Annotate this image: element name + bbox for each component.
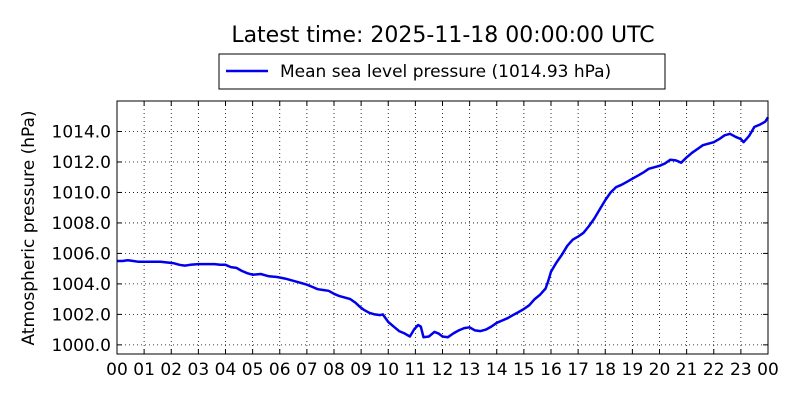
y-tick-label: 1004.0: [52, 275, 111, 295]
y-tick-label: 1012.0: [52, 153, 111, 173]
x-tick-label: 05: [242, 360, 264, 380]
plot-frame: [116, 100, 769, 355]
x-tick-label: 10: [377, 360, 399, 380]
x-tick-label: 00: [757, 360, 779, 380]
y-tick-label: 1006.0: [52, 244, 111, 264]
y-tick-label: 1008.0: [52, 214, 111, 234]
x-tick-label: 08: [323, 360, 345, 380]
x-tick-label: 11: [405, 360, 427, 380]
x-tick-label: 00: [106, 360, 128, 380]
x-tick-label: 02: [160, 360, 182, 380]
x-tick-label: 14: [486, 360, 508, 380]
y-axis-label: Atmospheric pressure (hPa): [19, 110, 39, 345]
grid: [116, 101, 769, 354]
x-tick-label: 21: [676, 360, 698, 380]
y-tick-label: 1000.0: [52, 336, 111, 356]
x-tick-label: 01: [133, 360, 155, 380]
y-tick-label: 1002.0: [52, 305, 111, 325]
x-tick-label: 03: [188, 360, 210, 380]
y-tick-label: 1014.0: [52, 122, 111, 142]
x-tick-label: 15: [513, 360, 535, 380]
x-tick-label: 20: [649, 360, 671, 380]
x-tick-label: 23: [730, 360, 752, 380]
x-tick-label: 06: [269, 360, 291, 380]
x-tick-label: 12: [432, 360, 454, 380]
legend-label: Mean sea level pressure (1014.93 hPa): [280, 62, 611, 82]
x-tick-labels: 00 01 02 03 04 05 06 07 08 09 10 11 12 13 14 15 16 17 18 19…: [106, 360, 779, 380]
x-tick-label: 07: [296, 360, 318, 380]
x-tick-label: 04: [215, 360, 237, 380]
series-line: [117, 116, 770, 339]
x-tick-label: 17: [567, 360, 589, 380]
x-tick-label: 16: [540, 360, 562, 380]
y-tick-label: 1010.0: [52, 183, 111, 203]
y-tick-labels: 1000.0 1002.0 1004.0 1006.0 1008.0 1010.0 1012…: [52, 122, 111, 355]
chart-title: Latest time: 2025-11-18 00:00:00 UTC: [231, 23, 654, 48]
legend: Mean sea level pressure (1014.93 hPa): [218, 53, 666, 90]
x-tick-label: 19: [622, 360, 644, 380]
legend-box: [218, 53, 666, 90]
series-layer: [117, 116, 770, 339]
x-tick-label: 18: [594, 360, 616, 380]
ticks: [116, 101, 769, 354]
x-tick-label: 22: [703, 360, 725, 380]
x-tick-label: 13: [459, 360, 481, 380]
x-tick-label: 09: [350, 360, 372, 380]
